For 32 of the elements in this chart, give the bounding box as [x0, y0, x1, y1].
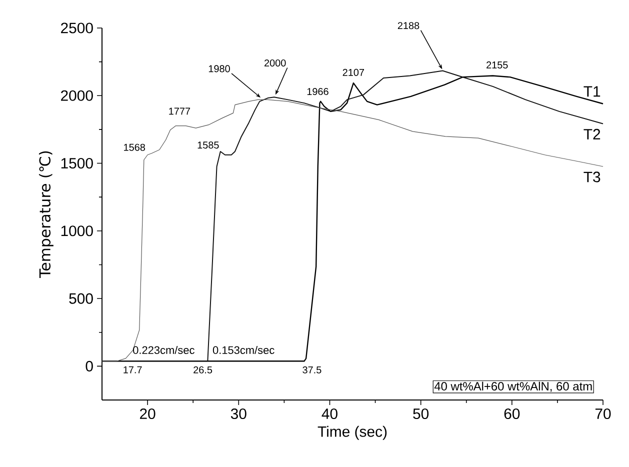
y-tick-label: 2500 [61, 22, 93, 34]
annotation: 2188 [398, 22, 420, 30]
annotation: 2107 [342, 68, 364, 76]
x-tick-label: 30 [230, 408, 246, 420]
annotation: 17.7 [124, 366, 142, 374]
y-axis-title: Temperature (℃) [38, 151, 54, 278]
x-tick-label: 70 [595, 408, 611, 420]
y-tick-label: 1500 [61, 158, 93, 169]
annotation: 1966 [307, 88, 328, 96]
x-tick-label: 20 [140, 408, 156, 420]
annotation: 0.223cm/sec [133, 346, 194, 354]
y-tick-label: 500 [69, 293, 93, 304]
annotation: 2155 [486, 61, 508, 68]
annotation: 1585 [198, 142, 219, 149]
x-tick-label: 40 [322, 408, 338, 420]
annotation: 37.5 [302, 366, 322, 374]
y-tick-label: 1000 [61, 226, 93, 236]
x-tick-label: 60 [504, 408, 520, 420]
y-tick-label: 2000 [61, 90, 93, 101]
annotation: 40 wt%Al+60 wt%AlN, 60 atm [434, 382, 592, 392]
annotation: 26.5 [194, 366, 212, 374]
series-label: T3 [584, 172, 600, 182]
annotation: 1568 [124, 144, 146, 151]
annotation: 1777 [169, 108, 190, 115]
annotation: 0.153cm/sec [212, 346, 274, 354]
annotation: 1980 [208, 65, 230, 72]
x-tick-label: 50 [413, 408, 429, 420]
annotation: 2000 [264, 59, 286, 67]
y-tick-label: 0 [86, 360, 93, 372]
x-axis-title: Time (sec) [318, 426, 387, 440]
series-label: T1 [584, 86, 600, 97]
series-label: T2 [584, 128, 600, 140]
